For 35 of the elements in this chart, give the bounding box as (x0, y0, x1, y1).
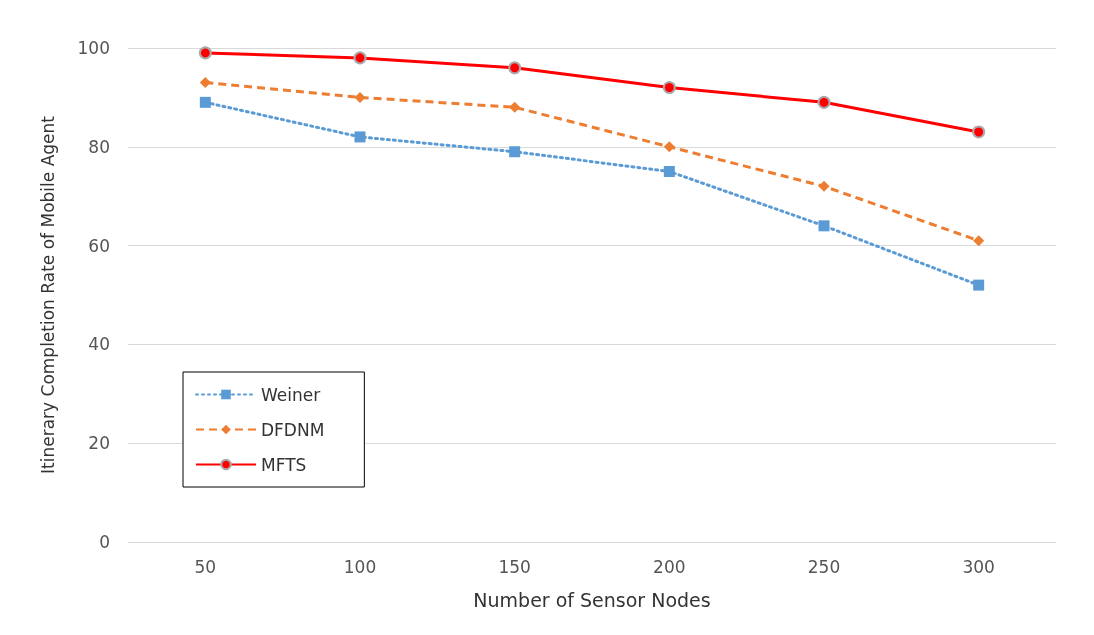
point (817, 95, 831, 109)
point (353, 51, 367, 65)
point (509, 101, 521, 113)
point (198, 46, 212, 60)
y-tick-label: 100 (77, 38, 110, 58)
y-tick-label: 40 (88, 334, 110, 355)
point (354, 91, 366, 103)
y-tick-label: 20 (88, 433, 110, 454)
x-tick-label: 50 (194, 556, 217, 577)
x-tick-label: 250 (807, 556, 841, 577)
point (199, 77, 211, 89)
point (354, 131, 366, 143)
y-tick-label: 0 (99, 532, 110, 552)
y-tick-label: 60 (88, 235, 110, 256)
point (818, 220, 830, 232)
x-tick-label: 200 (653, 556, 686, 577)
point (972, 125, 986, 139)
point (663, 141, 675, 153)
point (973, 279, 985, 291)
x-tick-label: 300 (962, 556, 995, 577)
point (199, 96, 211, 108)
x-axis-title: Number of Sensor Nodes (473, 588, 711, 611)
x-tick-label: 150 (498, 556, 531, 577)
point (973, 235, 985, 247)
point (662, 81, 676, 95)
legend-label: DFDNM (261, 419, 325, 440)
x-tick-label: 100 (343, 556, 377, 577)
point (508, 61, 522, 75)
legend-label: MFTS (261, 454, 307, 475)
point (663, 166, 675, 177)
point (509, 146, 521, 158)
y-tick-label: 80 (88, 136, 110, 157)
legend-label: Weiner (261, 384, 321, 405)
point (818, 180, 830, 192)
y-axis-title: Itinerary Completion Rate of Mobile Agent (37, 115, 58, 474)
